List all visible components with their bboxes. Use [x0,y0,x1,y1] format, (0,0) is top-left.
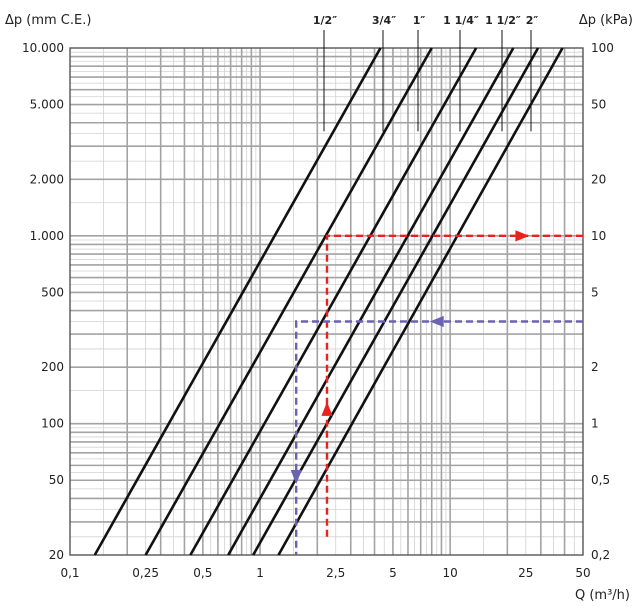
y-right-tick-label: 10 [591,229,606,243]
series-line-2 [144,47,433,556]
x-tick-label: 10 [443,566,458,580]
x-tick-label: 25 [518,566,533,580]
example-arrow-1-1 [321,401,333,416]
series-label-3: 1″ [413,14,426,27]
y-left-axis-label: Δp (mm C.E.) [5,13,91,28]
series-label-2: 3/4″ [372,14,396,27]
x-tick-label: 0,1 [60,566,79,580]
series-label-4: 1 1/4″ [443,14,479,27]
example-paths [290,230,583,555]
y-left-tick-label: 50 [49,473,64,487]
y-right-tick-label: 1 [591,417,599,431]
example-arrow-2-1 [429,315,444,328]
y-right-tick-label: 0,2 [591,548,610,562]
y-left-tick-label: 5.000 [30,98,64,112]
y-right-tick-labels: 0,2 0,5 1 2 5 10 20 50 100 [591,41,614,562]
y-left-tick-labels: 20 50 100 200 500 1.000 2.000 5.000 10.000 [22,41,64,562]
y-right-tick-label: 50 [591,98,606,112]
x-tick-label: 2,5 [326,566,345,580]
pipe-size-labels: 1/2″ 3/4″ 1″ 1 1/4″ 1 1/2″ 2″ [313,14,539,132]
y-right-tick-label: 5 [591,285,599,299]
x-tick-label: 0,5 [193,566,212,580]
series-label-6: 2″ [526,14,539,27]
x-tick-label: 50 [575,566,590,580]
example-arrow-1-2 [515,230,530,242]
y-left-tick-label: 1.000 [30,229,64,243]
series-line-1 [93,47,382,556]
x-tick-label: 5 [389,566,397,580]
y-left-tick-label: 100 [41,417,64,431]
x-tick-label: 0,25 [132,566,159,580]
x-tick-label: 1 [256,566,264,580]
y-right-tick-label: 0,5 [591,473,610,487]
y-left-tick-label: 20 [49,548,64,562]
x-axis-label: Q (m³/h) [575,588,630,603]
series-label-5: 1 1/2″ [485,14,521,27]
y-left-tick-label: 2.000 [30,172,64,186]
y-right-tick-label: 20 [591,172,606,186]
series-label-1: 1/2″ [313,14,337,27]
y-left-tick-label: 10.000 [22,41,64,55]
y-left-tick-label: 500 [41,285,64,299]
pipe-size-lines [93,47,564,556]
y-left-tick-label: 200 [41,360,64,374]
y-right-axis-label: Δp (kPa) [579,13,633,28]
example-arrow-2-2 [290,470,302,485]
y-right-tick-label: 100 [591,41,614,55]
example-path-1 [325,234,583,537]
y-right-tick-label: 2 [591,360,599,374]
x-tick-labels: 0,1 0,25 0,5 1 2,5 5 10 25 50 [60,566,590,580]
series-line-3 [189,47,478,556]
series-line-4 [227,47,515,556]
plot-frame [69,47,584,556]
